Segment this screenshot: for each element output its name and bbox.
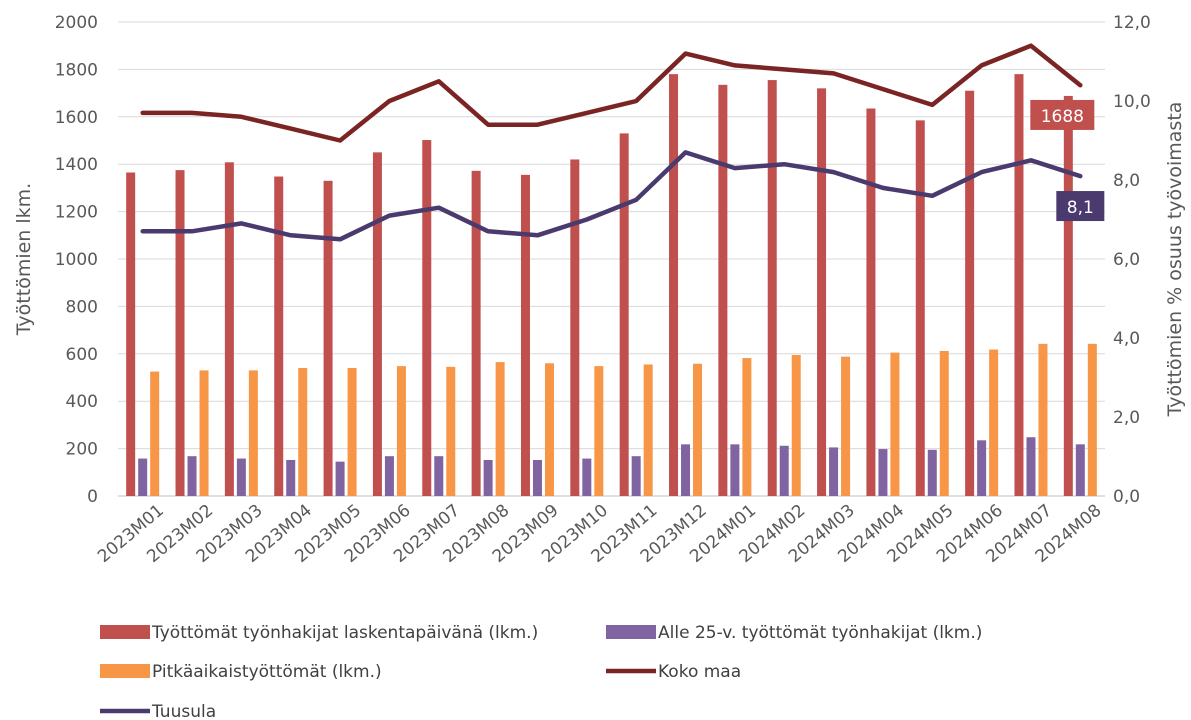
- bar-under25: [977, 440, 987, 496]
- bar-longterm: [890, 352, 900, 496]
- bar-longterm: [446, 366, 456, 496]
- bar-under25: [730, 444, 740, 496]
- data-label-tuusula: 8,1: [1067, 198, 1094, 218]
- y-tick-label: 1400: [55, 155, 98, 175]
- bar-unemployed: [126, 172, 136, 496]
- y-tick-label: 200: [66, 440, 98, 460]
- data-label-box: [1030, 99, 1095, 130]
- bar-under25: [434, 456, 444, 496]
- bar-under25: [927, 449, 937, 496]
- bar-longterm: [199, 370, 209, 496]
- bar-unemployed: [224, 162, 234, 496]
- legend-swatch: [100, 625, 150, 639]
- bar-under25: [532, 459, 542, 496]
- bar-unemployed: [274, 176, 284, 497]
- bar-longterm: [791, 354, 801, 496]
- bar-unemployed: [372, 152, 382, 496]
- data-label-box: [1056, 191, 1105, 222]
- bar-unemployed: [471, 170, 481, 496]
- bar-under25: [236, 458, 246, 496]
- bar-longterm: [742, 358, 752, 496]
- bar-unemployed: [570, 159, 580, 496]
- bar-longterm: [1087, 343, 1097, 496]
- legend-label: Pitkäaikaistyöttömät (lkm.): [152, 662, 382, 682]
- bar-longterm: [150, 371, 160, 496]
- bar-under25: [829, 447, 839, 496]
- bar-unemployed: [1014, 74, 1024, 496]
- y-tick-label: 1000: [55, 250, 98, 270]
- bar-longterm: [841, 356, 851, 496]
- y-tick-label: 800: [66, 297, 98, 317]
- line-tuusula: [140, 150, 1083, 242]
- bar-under25: [1026, 437, 1036, 496]
- y2-tick-label: 4,0: [1113, 329, 1140, 349]
- bar-longterm: [396, 366, 406, 496]
- y-axis-title: Työttömien lkm.: [13, 183, 35, 336]
- y-tick-label: 2000: [55, 13, 98, 33]
- y2-tick-label: 0,0: [1113, 487, 1140, 507]
- y2-tick-label: 8,0: [1113, 171, 1140, 191]
- bar-longterm: [693, 363, 703, 496]
- bar-longterm: [1038, 343, 1048, 496]
- line-koko-maa: [140, 43, 1083, 143]
- legend-swatch: [606, 625, 656, 639]
- bar-longterm: [495, 362, 505, 496]
- bar-under25: [187, 456, 197, 496]
- bar-longterm: [298, 368, 308, 496]
- bar-unemployed: [866, 108, 876, 496]
- bar-under25: [681, 444, 691, 496]
- bar-unemployed: [915, 120, 925, 496]
- legend-label: Tuusula: [151, 702, 216, 720]
- y2-tick-label: 10,0: [1113, 92, 1151, 112]
- bar-unemployed: [965, 90, 975, 496]
- bar-unemployed: [669, 74, 679, 496]
- data-label-unemployed: 1688: [1041, 107, 1084, 127]
- bar-unemployed: [767, 80, 777, 496]
- bar-unemployed: [718, 84, 728, 497]
- bar-longterm: [989, 349, 999, 496]
- bar-under25: [779, 445, 789, 496]
- y-tick-label: 1600: [55, 108, 98, 128]
- bar-under25: [483, 459, 493, 496]
- bar-under25: [878, 449, 888, 496]
- bar-longterm: [347, 368, 357, 496]
- y-tick-label: 600: [66, 345, 98, 365]
- y2-axis-title: Työttömien % osuus työvoimasta: [1164, 102, 1186, 418]
- bar-unemployed: [422, 140, 432, 496]
- y-tick-label: 400: [66, 392, 98, 412]
- bar-unemployed: [175, 170, 185, 496]
- y-tick-label: 0: [87, 487, 98, 507]
- bar-under25: [138, 458, 148, 496]
- bar-under25: [384, 456, 394, 496]
- bar-unemployed: [619, 133, 629, 496]
- y2-tick-label: 12,0: [1113, 13, 1151, 33]
- bar-longterm: [594, 366, 604, 496]
- bar-longterm: [544, 363, 554, 496]
- legend-swatch: [100, 664, 150, 678]
- bar-unemployed: [817, 88, 827, 497]
- y-tick-label: 1200: [55, 203, 98, 223]
- bar-unemployed: [1063, 95, 1073, 496]
- bar-under25: [335, 461, 345, 496]
- bar-longterm: [248, 370, 258, 496]
- y-tick-label: 1800: [55, 60, 98, 80]
- bar-under25: [286, 459, 296, 496]
- y2-tick-label: 6,0: [1113, 250, 1140, 270]
- bar-longterm: [643, 364, 653, 496]
- bar-longterm: [939, 350, 949, 496]
- bar-under25: [582, 458, 592, 496]
- bar-unemployed: [323, 180, 333, 497]
- bar-under25: [631, 456, 641, 496]
- legend-label: Koko maa: [658, 662, 741, 682]
- bar-unemployed: [520, 174, 530, 497]
- legend-label: Työttömät työnhakijat laskentapäivänä (l…: [151, 623, 538, 643]
- bar-under25: [1075, 444, 1085, 496]
- legend-label: Alle 25-v. työttömät työnhakijat (lkm.): [658, 623, 982, 643]
- y2-tick-label: 2,0: [1113, 408, 1140, 428]
